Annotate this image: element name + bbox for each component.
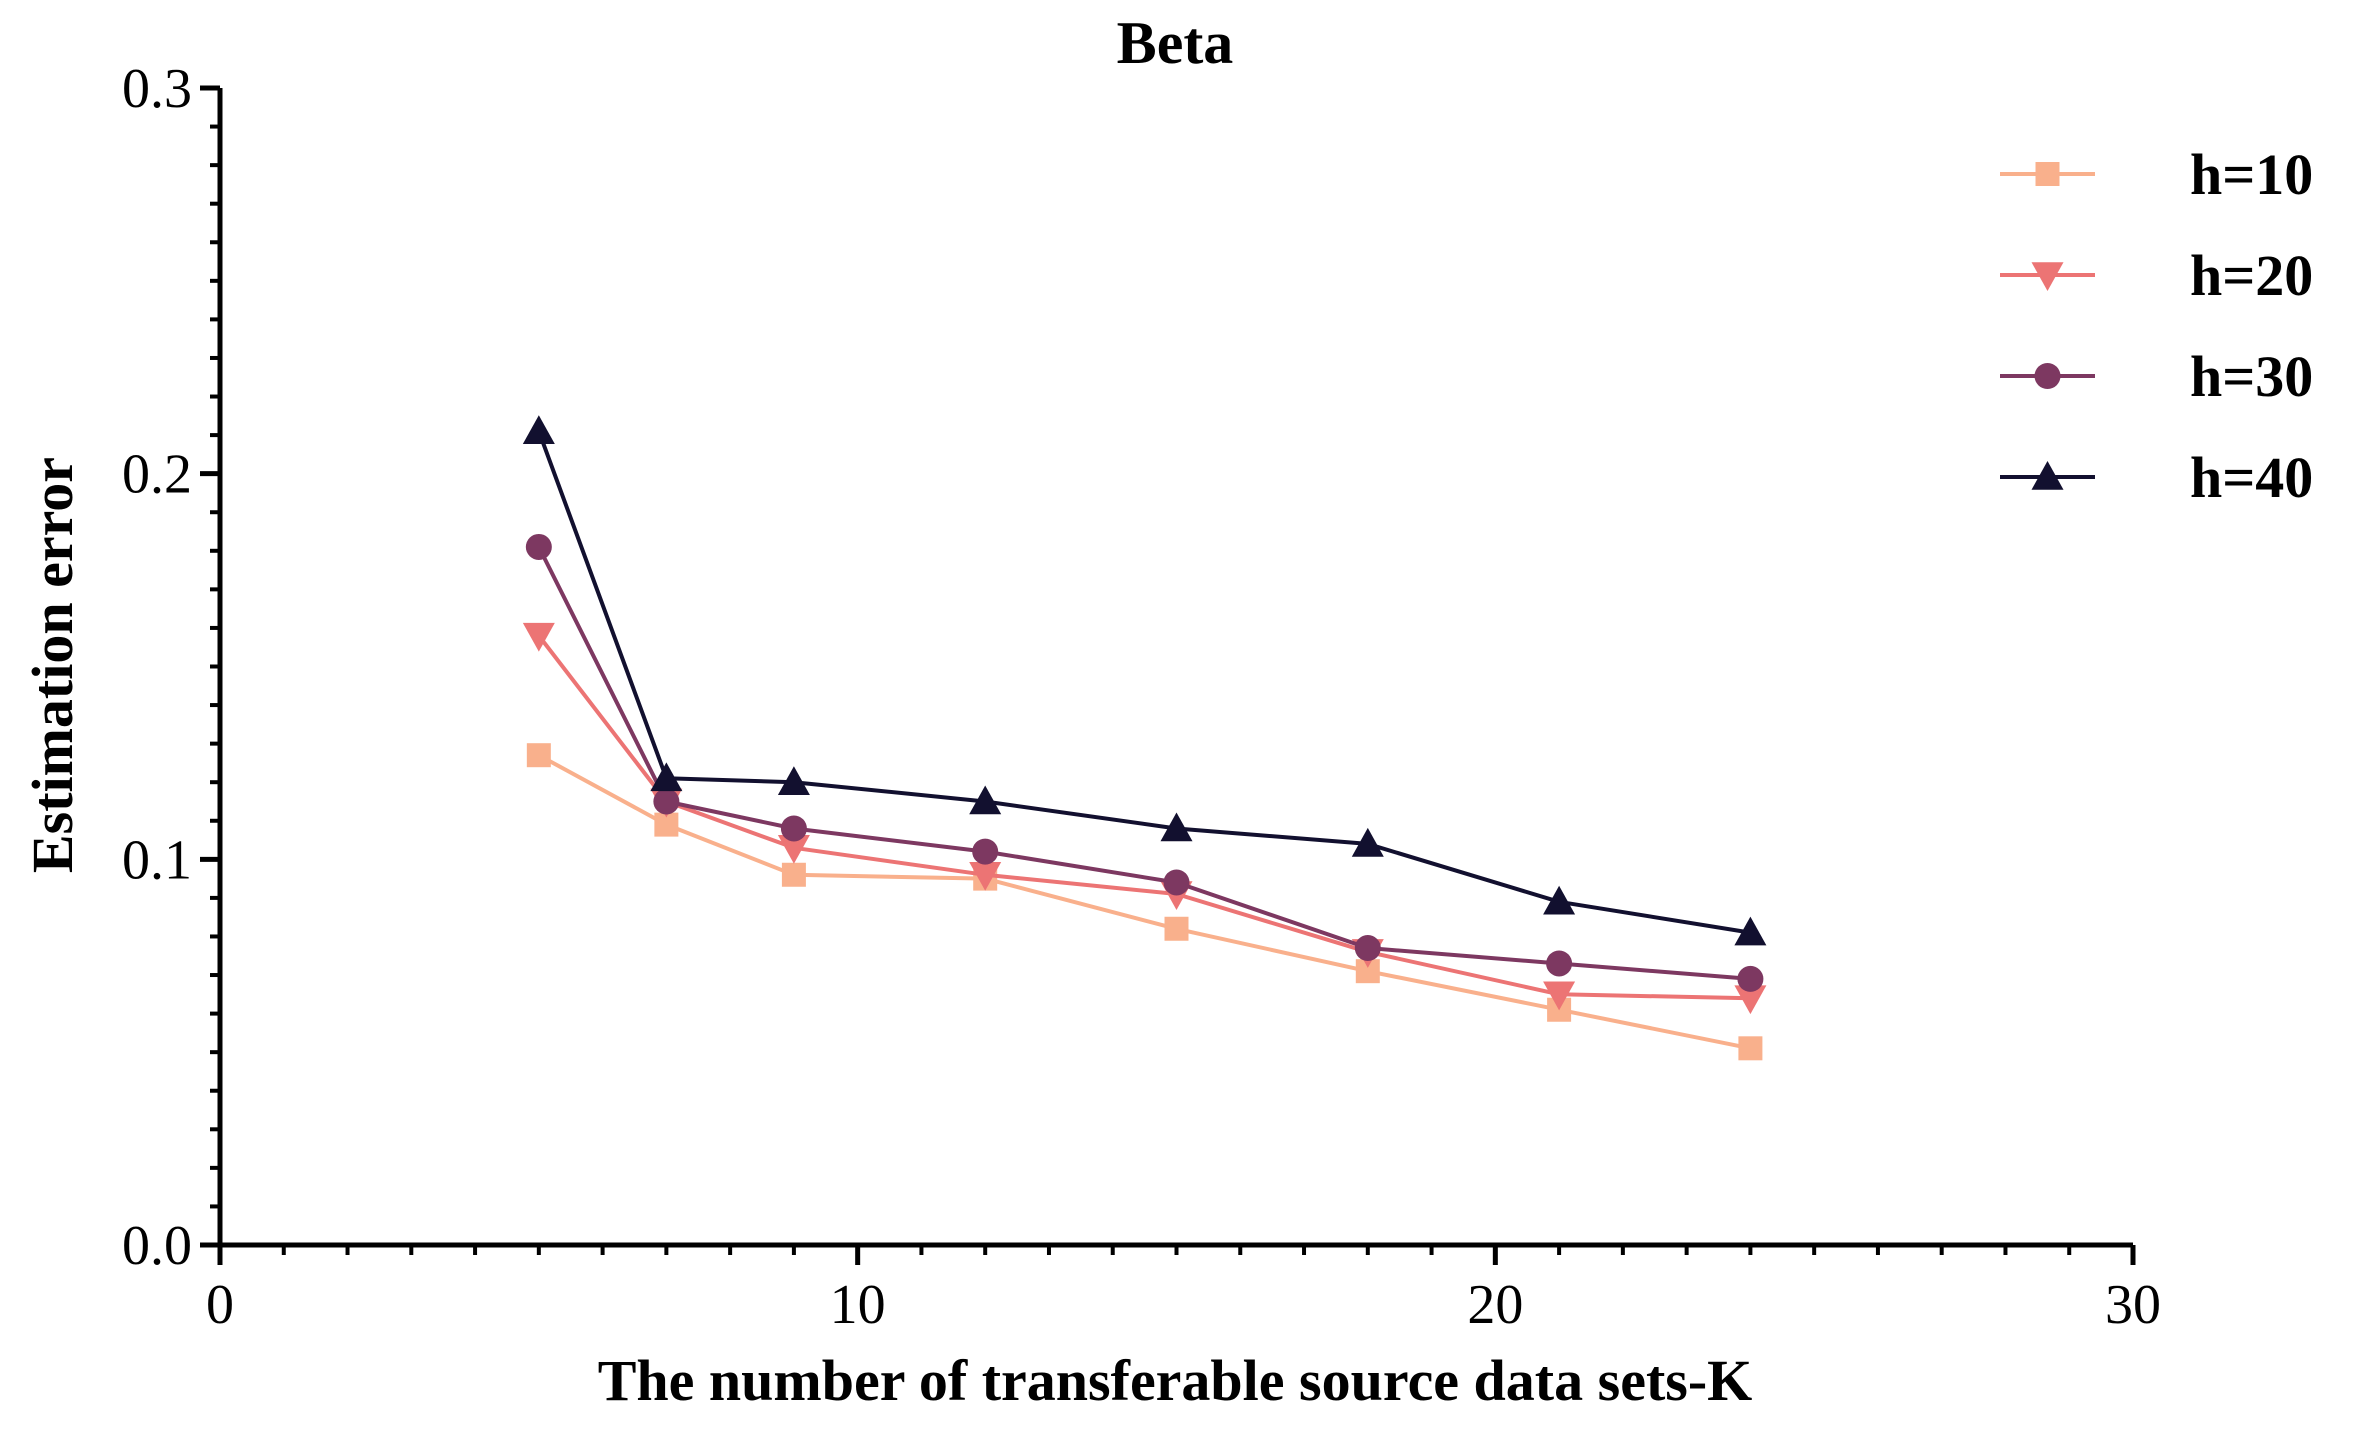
data-point [969,785,1002,815]
data-point [1163,869,1190,896]
legend-item: h=30 [2000,344,2313,409]
legend: h=10 h=20 h=30 h=40 [2000,142,2313,510]
y-axis-label: Estimation error [20,457,85,873]
data-point [1734,916,1767,946]
data-point [1160,812,1193,842]
data-point [1737,965,1764,992]
y-tick-label: 0.0 [122,1215,192,1277]
data-point [522,415,555,445]
data-point [525,533,552,560]
x-tick-label: 30 [2105,1274,2161,1336]
data-point [781,862,806,887]
x-tick-label: 10 [830,1274,886,1336]
y-tick-label: 0.1 [122,829,192,891]
x-tick-label: 20 [1467,1274,1523,1336]
series-h=20 [522,622,1767,1015]
data-point [777,834,810,864]
series-line [537,634,1751,1001]
legend-label: h=40 [2190,445,2313,510]
legend-label: h=10 [2190,142,2313,207]
series-h=40 [522,415,1767,946]
legend-marker [2031,461,2064,490]
data-point [1734,985,1767,1015]
data-point [1351,827,1384,857]
x-tick-label: 0 [206,1274,234,1336]
data-point [1738,1036,1763,1061]
data-point [1543,981,1576,1011]
series-h=30 [525,533,1764,992]
data-point [1354,935,1381,962]
legend-item: h=40 [2000,445,2313,510]
data-point [653,788,680,815]
x-axis-label: The number of transferable source data s… [598,1348,1753,1413]
series-line [536,430,1751,935]
data-point [1543,885,1576,915]
data-point [780,815,807,842]
legend-marker [2031,262,2064,291]
legend-marker [2034,363,2061,389]
data-point [972,838,999,865]
legend-label: h=20 [2190,243,2313,308]
legend-label: h=30 [2190,344,2313,409]
chart-title: Beta [1117,10,1234,76]
data-point [650,762,683,792]
data-point [526,743,551,768]
y-tick-label: 0.3 [122,58,192,120]
series-line [537,546,1751,981]
y-tick-label: 0.2 [122,444,192,506]
legend-item: h=10 [2000,142,2313,207]
axes: 0 10 20 30 0.0 0.1 0.2 0.3 [122,58,2161,1336]
series-line [537,753,1751,1051]
plot-area [522,415,1767,1061]
data-point [777,766,810,795]
data-point [1546,950,1573,977]
data-point [522,622,555,652]
series-h=10 [526,743,1763,1061]
data-point [1164,916,1189,941]
legend-item: h=20 [2000,243,2313,308]
legend-marker [2035,162,2060,186]
data-point [969,861,1002,891]
